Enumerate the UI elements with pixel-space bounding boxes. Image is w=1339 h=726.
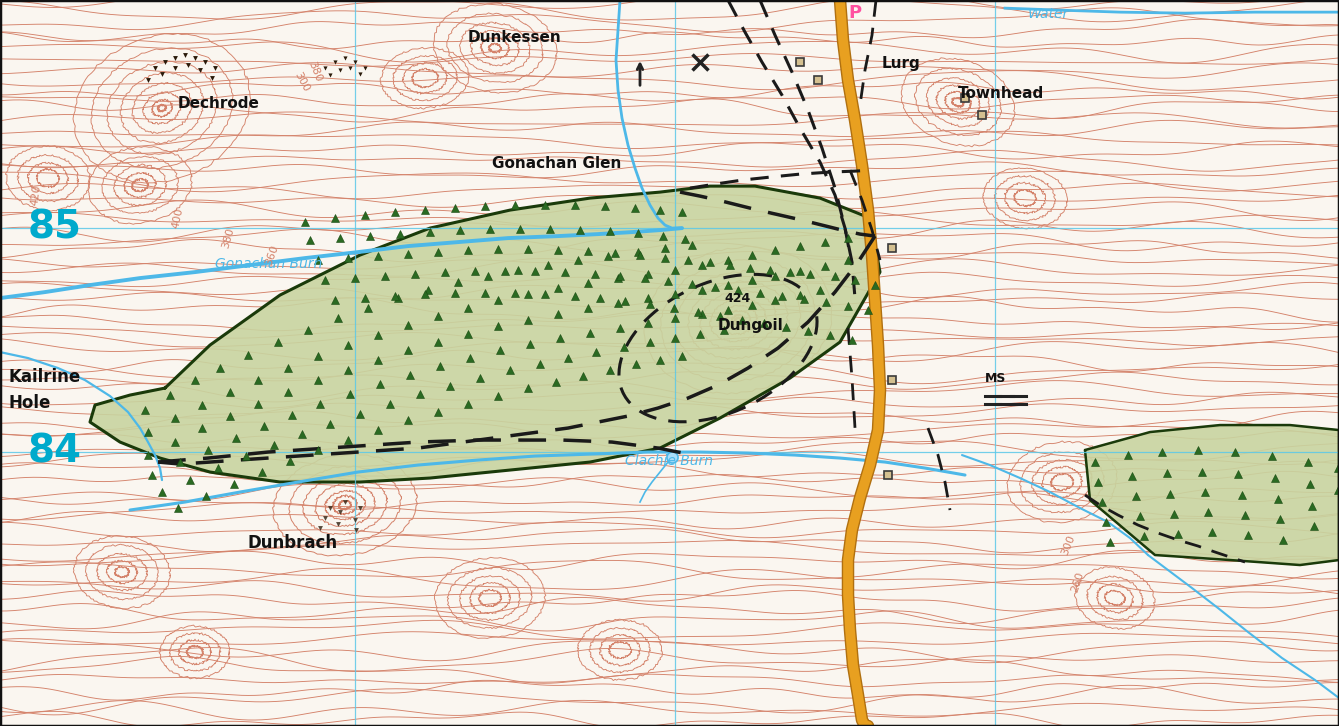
Text: 380: 380 [307,60,324,83]
Text: P: P [848,4,861,22]
Text: Clachie Burn: Clachie Burn [625,454,712,468]
Text: Townhead: Townhead [957,86,1044,101]
Bar [888,244,896,252]
Text: Gonachan Glen: Gonachan Glen [491,156,621,171]
Bar [977,111,986,119]
Bar [795,58,803,66]
Polygon shape [90,186,880,482]
Text: 300: 300 [293,70,312,94]
Text: Lurg: Lurg [882,56,921,71]
Text: Hole: Hole [8,394,51,412]
Text: 260: 260 [1070,571,1086,594]
Text: Dechrode: Dechrode [178,96,260,111]
Text: 424: 424 [724,292,750,305]
Text: Dunkessen: Dunkessen [469,30,562,45]
Text: 360: 360 [264,243,280,266]
Text: 400: 400 [171,207,185,229]
Text: 84: 84 [28,432,82,470]
Text: Water: Water [1028,7,1070,21]
Text: 420: 420 [29,184,43,206]
Bar [814,76,822,84]
Text: 300: 300 [1059,534,1077,557]
Text: 85: 85 [28,208,82,246]
Polygon shape [1085,425,1339,565]
Bar [888,376,896,384]
Text: Dungoil: Dungoil [718,318,783,333]
Text: Gonachan Burn: Gonachan Burn [216,257,323,271]
Text: MS: MS [986,372,1007,385]
Text: Kailrine: Kailrine [8,368,80,386]
Bar [961,94,969,102]
Text: Dunbrach: Dunbrach [248,534,339,552]
Bar [884,471,892,479]
Text: 380: 380 [221,227,236,250]
